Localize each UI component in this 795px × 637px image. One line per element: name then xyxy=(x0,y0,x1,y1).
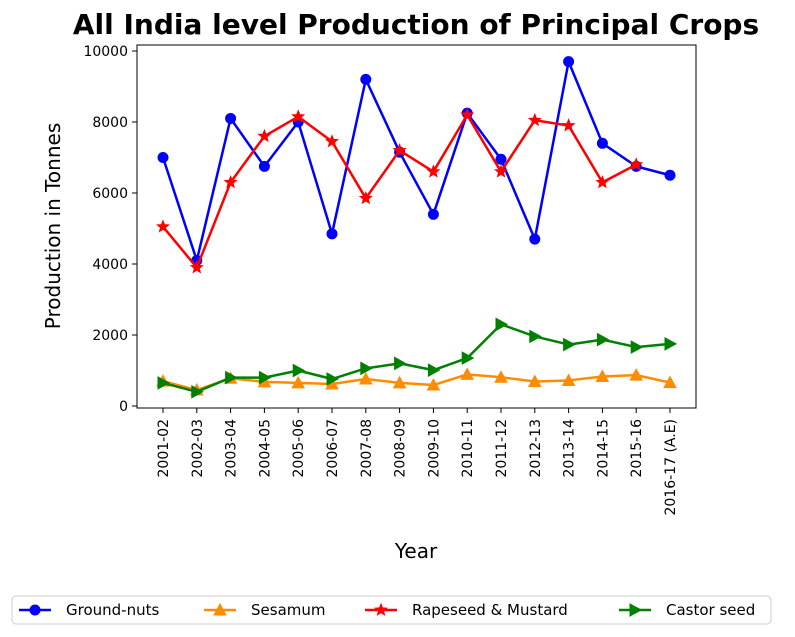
series-line-castor-seed xyxy=(163,324,670,391)
y-axis-label: Production in Tonnes xyxy=(41,123,65,329)
x-tick-label: 2012-13 xyxy=(528,419,544,478)
legend-label: Sesamum xyxy=(251,601,326,619)
x-tick-label: 2015-16 xyxy=(629,419,645,478)
x-tick-label: 2001-02 xyxy=(156,419,172,478)
data-point-ground-nuts xyxy=(597,138,607,148)
x-tick-label: 2016-17 (A.E) xyxy=(663,419,679,516)
legend-marker xyxy=(30,605,40,615)
data-point-rapeseed-mustard xyxy=(529,114,540,125)
x-axis: 2001-02 2002-03 2003-04 2004-05 2005-06 2006-… xyxy=(156,408,679,516)
chart-title: All India level Production of Principal … xyxy=(73,8,759,41)
x-tick-label: 2009-10 xyxy=(426,419,442,478)
data-point-castor-seed xyxy=(631,341,642,353)
legend: Ground-nuts Sesamum Rapeseed & Mustard Cast… xyxy=(12,596,771,624)
series-layer xyxy=(157,57,676,398)
y-tick-label: 8000 xyxy=(92,115,128,131)
x-tick-label: 2011-12 xyxy=(494,419,510,478)
x-tick-label: 2014-15 xyxy=(595,419,611,478)
x-tick-label: 2005-06 xyxy=(291,419,307,478)
legend-label: Castor seed xyxy=(666,601,755,619)
x-tick-label: 2013-14 xyxy=(562,419,578,478)
data-point-ground-nuts xyxy=(496,154,506,164)
legend-label: Rapeseed & Mustard xyxy=(412,601,568,619)
data-point-ground-nuts xyxy=(361,74,371,84)
x-tick-label: 2003-04 xyxy=(224,419,240,478)
plot-area xyxy=(137,45,696,408)
data-point-ground-nuts xyxy=(665,170,675,180)
x-tick-label: 2004-05 xyxy=(257,419,273,478)
x-tick-label: 2007-08 xyxy=(359,419,375,478)
y-tick-label: 10000 xyxy=(83,44,128,60)
data-point-castor-seed xyxy=(530,330,541,342)
data-point-castor-seed xyxy=(665,338,676,350)
data-point-castor-seed xyxy=(428,364,439,376)
data-point-ground-nuts xyxy=(327,229,337,239)
data-point-castor-seed xyxy=(564,339,575,351)
x-tick-label: 2002-03 xyxy=(190,419,206,478)
data-point-ground-nuts xyxy=(530,234,540,244)
y-tick-label: 4000 xyxy=(92,257,128,273)
series-rapeseed-mustard xyxy=(157,109,642,273)
y-axis: 0 2000 4000 6000 8000 10000 xyxy=(83,44,137,415)
data-point-rapeseed-mustard xyxy=(563,120,574,131)
data-point-ground-nuts xyxy=(158,153,168,163)
y-tick-label: 2000 xyxy=(92,328,128,344)
data-point-ground-nuts xyxy=(259,161,269,171)
data-point-ground-nuts xyxy=(564,57,574,67)
x-tick-label: 2010-11 xyxy=(460,419,476,478)
series-castor-seed xyxy=(158,318,676,397)
data-point-castor-seed xyxy=(395,357,406,369)
data-point-castor-seed xyxy=(496,318,507,330)
data-point-castor-seed xyxy=(361,362,372,374)
x-axis-label: Year xyxy=(394,539,438,563)
series-sesamum xyxy=(157,368,676,395)
y-tick-label: 6000 xyxy=(92,186,128,202)
x-tick-label: 2006-07 xyxy=(325,419,341,478)
x-tick-label: 2008-09 xyxy=(393,419,409,478)
data-point-castor-seed xyxy=(597,334,608,346)
data-point-ground-nuts xyxy=(226,113,236,123)
data-point-rapeseed-mustard xyxy=(259,130,270,141)
y-tick-label: 0 xyxy=(119,399,128,415)
data-point-castor-seed xyxy=(293,365,304,377)
data-point-ground-nuts xyxy=(428,209,438,219)
legend-label: Ground-nuts xyxy=(66,601,159,619)
series-line-rapeseed-mustard xyxy=(163,115,636,268)
